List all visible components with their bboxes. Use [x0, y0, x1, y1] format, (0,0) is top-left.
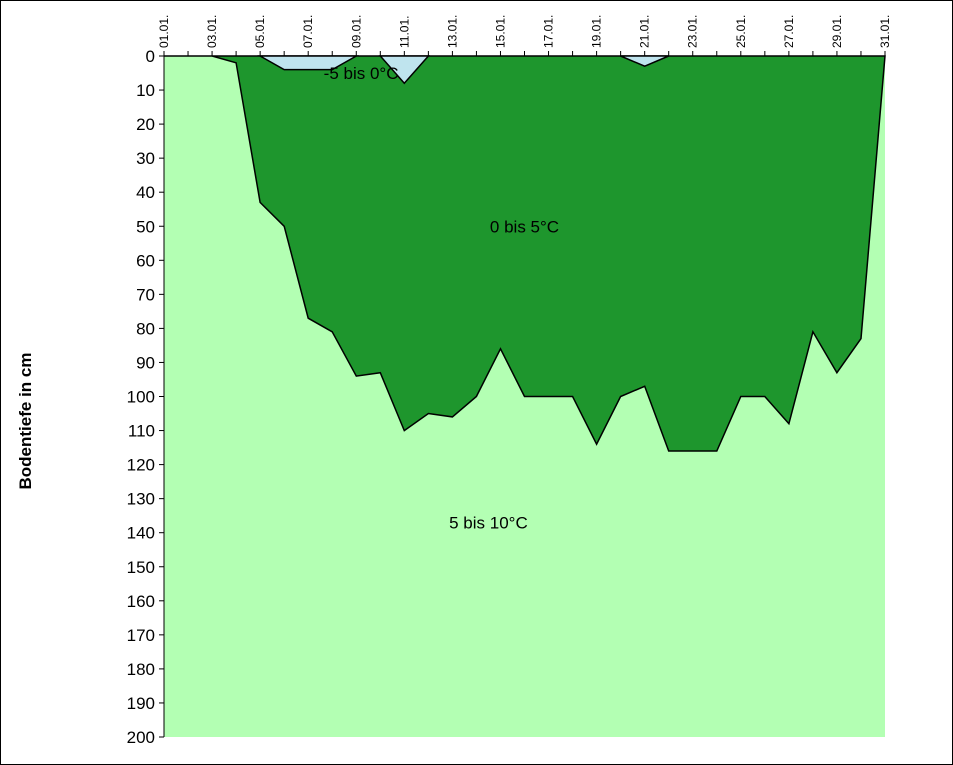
- x-tick-label: 09.01.: [349, 15, 363, 48]
- y-tick-label: 90: [136, 353, 155, 372]
- y-tick-label: 120: [127, 456, 155, 475]
- cold-pocket: [257, 55, 360, 71]
- y-tick-label: 100: [127, 388, 155, 407]
- region-label: 0 bis 5°C: [490, 217, 559, 236]
- x-tick-label: 27.01.: [782, 15, 796, 48]
- region-label-group: -5 bis 0°C 0 bis 5°C 5 bis 10°C: [324, 64, 559, 532]
- y-tick-label: 70: [136, 285, 155, 304]
- y-tick-group: 0 10 20 30 40 50 60 70 80 90 100 110 120 130 140 150 160…: [127, 47, 164, 747]
- x-tick-label: 23.01.: [686, 15, 700, 48]
- x-tick-label: 07.01.: [301, 15, 315, 48]
- x-tick-label: 01.01.: [157, 15, 171, 48]
- x-tick-label: 11.01.: [397, 16, 411, 48]
- y-tick-label: 190: [127, 694, 155, 713]
- y-tick-label: 20: [136, 115, 155, 134]
- x-tick-label: 19.01.: [590, 15, 604, 48]
- x-tick-group: 01.01. 03.01. 05.01. 07.01. 09.01. 11.01. 13.0…: [157, 15, 892, 56]
- x-tick-label: 25.01.: [734, 15, 748, 48]
- y-tick-label: 150: [127, 558, 155, 577]
- y-tick-label: 130: [127, 490, 155, 509]
- y-tick-label: 60: [136, 251, 155, 270]
- y-tick-label: 180: [127, 660, 155, 679]
- x-tick-label: 13.01.: [445, 15, 459, 48]
- y-tick-label: 10: [136, 81, 155, 100]
- x-tick-label: 17.01.: [542, 15, 556, 48]
- y-tick-label: 40: [136, 183, 155, 202]
- x-tick-label: 03.01.: [205, 15, 219, 48]
- y-tick-label: 50: [136, 217, 155, 236]
- y-tick-label: 30: [136, 149, 155, 168]
- y-tick-label: 0: [146, 47, 155, 66]
- y-tick-label: 160: [127, 592, 155, 611]
- y-tick-label: 170: [127, 626, 155, 645]
- y-axis-label: Bodentiefe in cm: [16, 353, 35, 490]
- y-tick-label: 140: [127, 524, 155, 543]
- area-0-to-5: [164, 55, 886, 452]
- x-tick-label: 05.01.: [253, 15, 267, 48]
- x-tick-label: 15.01.: [493, 15, 507, 48]
- y-tick-label: 80: [136, 319, 155, 338]
- region-label: -5 bis 0°C: [324, 64, 399, 83]
- x-tick-label: 29.01.: [830, 15, 844, 48]
- x-tick-label: 21.01.: [638, 15, 652, 48]
- region-label: 5 bis 10°C: [449, 513, 528, 532]
- x-tick-label: 31.01.: [878, 15, 892, 48]
- y-tick-label: 110: [128, 422, 155, 441]
- y-tick-label: 200: [127, 728, 155, 747]
